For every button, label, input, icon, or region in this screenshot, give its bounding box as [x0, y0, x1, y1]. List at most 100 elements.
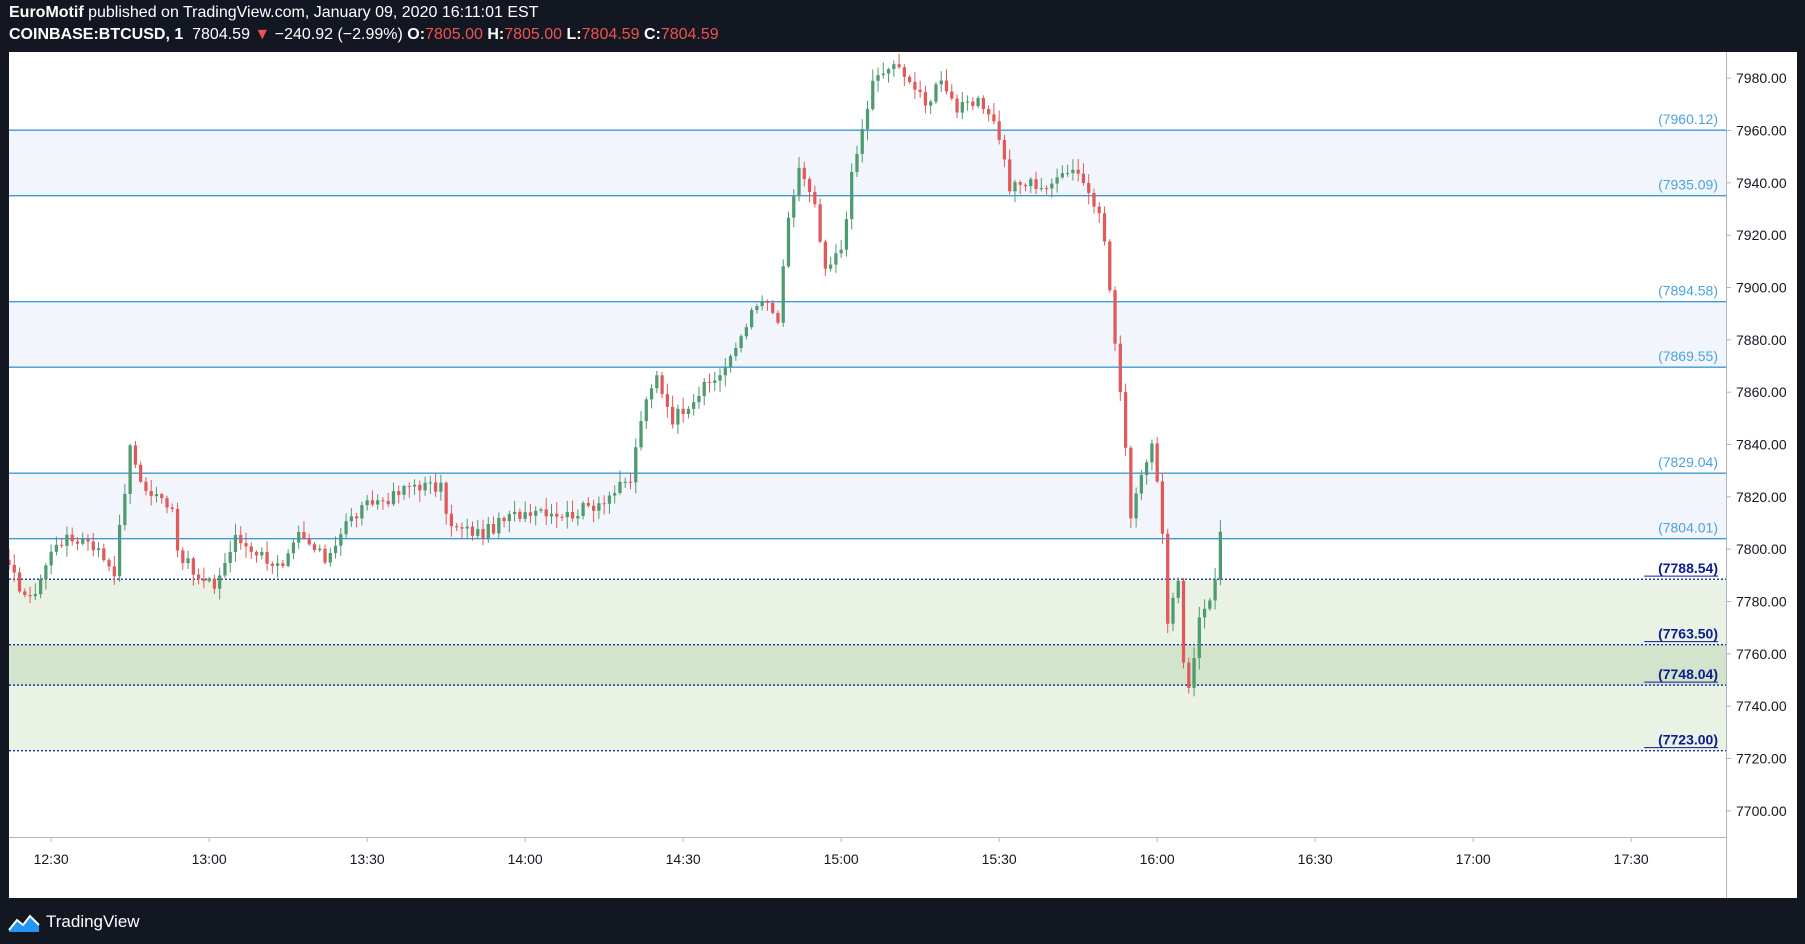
candle-down — [397, 491, 401, 495]
level-label: (7804.01) — [1658, 520, 1718, 536]
candle-up — [318, 548, 322, 551]
close-value: 7804.59 — [660, 26, 719, 43]
candle-up — [639, 421, 643, 448]
candle-down — [1002, 139, 1007, 160]
candle-down — [997, 121, 1001, 140]
candle-up — [792, 196, 796, 218]
candle-up — [54, 544, 59, 552]
candle-up — [228, 551, 232, 563]
candle-up — [739, 336, 743, 348]
candle-down — [771, 302, 775, 313]
candle-up — [1171, 597, 1175, 624]
candle-up — [260, 551, 264, 556]
candle-down — [1113, 290, 1117, 344]
candle-up — [718, 375, 722, 381]
candle-up — [523, 512, 527, 519]
candle-down — [1034, 179, 1038, 190]
time-tick-label: 17:00 — [1456, 851, 1491, 867]
candle-down — [470, 526, 475, 536]
candle-up — [865, 109, 870, 130]
candle-up — [1039, 188, 1043, 190]
author-name[interactable]: EuroMotif — [9, 4, 84, 21]
price-tick-label: 7840.00 — [1736, 437, 1787, 453]
candle-down — [244, 543, 248, 547]
time-axis-panel — [9, 837, 1726, 898]
time-tick-label: 16:30 — [1298, 851, 1333, 867]
tradingview-logo-icon[interactable] — [8, 911, 40, 933]
candle-up — [123, 493, 127, 526]
candle-up — [497, 517, 501, 534]
candle-down — [1087, 183, 1091, 193]
time-tick-label: 16:00 — [1140, 851, 1175, 867]
candle-up — [49, 551, 53, 566]
candle-down — [802, 167, 806, 180]
candle-up — [876, 75, 880, 81]
candle-down — [665, 394, 669, 407]
candle-down — [460, 527, 464, 529]
candle-down — [239, 534, 243, 544]
candle-down — [418, 484, 422, 491]
candle-up — [81, 539, 85, 544]
candle-down — [181, 550, 185, 564]
candle-up — [692, 402, 696, 409]
candle-down — [60, 544, 64, 546]
candle-up — [713, 380, 717, 384]
price-tick-label: 7700.00 — [1736, 803, 1787, 819]
candle-up — [850, 172, 854, 220]
level-label: (7788.54) — [1658, 560, 1718, 576]
candle-up — [38, 579, 43, 595]
candle-down — [160, 494, 164, 499]
candle-down — [1123, 392, 1128, 448]
candle-up — [655, 375, 659, 389]
publish-line: EuroMotif published on TradingView.com, … — [9, 2, 1789, 24]
candle-down — [918, 89, 922, 93]
candle-down — [818, 204, 822, 242]
candle-down — [407, 486, 411, 488]
candle-down — [1081, 173, 1086, 184]
candle-up — [755, 306, 759, 310]
candle-up — [760, 301, 764, 307]
price-tick-label: 7760.00 — [1736, 646, 1787, 662]
candle-down — [386, 500, 390, 505]
candle-up — [65, 534, 69, 546]
candle-up — [297, 532, 301, 543]
candle-up — [96, 548, 101, 551]
candle-up — [218, 575, 222, 589]
candle-down — [175, 508, 180, 551]
candle-up — [723, 367, 727, 376]
candle-down — [813, 191, 817, 205]
candle-down — [955, 98, 959, 113]
chart-area[interactable]: (7960.12) (7935.09) (7894.58) (7869.55) (782… — [9, 52, 1797, 898]
symbol-label[interactable]: COINBASE:BTCUSD, 1 — [9, 26, 184, 43]
candle-down — [602, 503, 606, 505]
candle-up — [1071, 169, 1075, 174]
candle-up — [881, 73, 885, 76]
candle-down — [86, 539, 90, 542]
price-tick-label: 7860.00 — [1736, 384, 1787, 400]
candle-up — [1029, 179, 1033, 187]
candle-up — [286, 553, 290, 567]
candle-up — [855, 153, 859, 173]
candle-down — [1129, 447, 1133, 519]
support-dark-zone — [9, 644, 1726, 686]
candle-up — [860, 129, 864, 154]
candle-up — [886, 69, 891, 74]
candle-up — [965, 101, 970, 103]
price-tick-label: 7900.00 — [1736, 280, 1787, 296]
candle-down — [1160, 481, 1165, 534]
candle-down — [560, 516, 564, 518]
candle-down — [1181, 580, 1186, 663]
candle-down — [354, 516, 359, 519]
candle-down — [544, 509, 548, 517]
candle-down — [670, 406, 675, 425]
candle-up — [871, 80, 875, 110]
brand-name[interactable]: TradingView — [46, 912, 140, 931]
down-arrow-icon: ▼ — [254, 26, 271, 43]
candle-up — [1192, 657, 1196, 688]
candle-down — [107, 560, 111, 567]
price-chart[interactable]: (7960.12) (7935.09) (7894.58) (7869.55) (782… — [9, 52, 1797, 898]
candle-down — [1018, 182, 1022, 185]
candle-down — [170, 507, 174, 509]
candle-up — [828, 264, 833, 269]
candle-down — [555, 513, 559, 517]
